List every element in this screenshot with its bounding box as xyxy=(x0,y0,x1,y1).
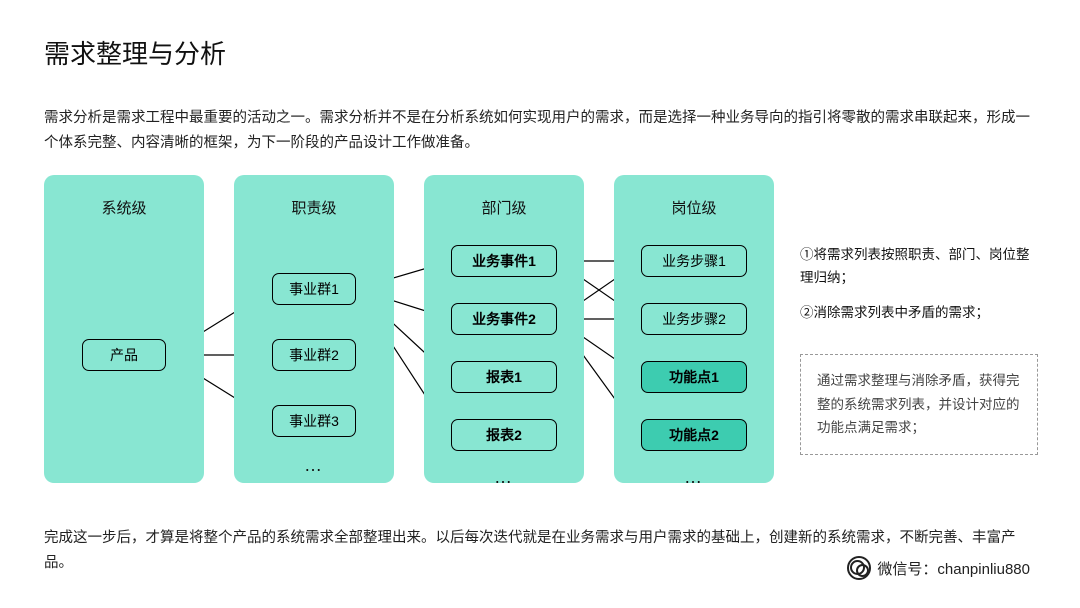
node-rpt2: 报表2 xyxy=(451,419,557,451)
ellipsis: … xyxy=(684,467,704,488)
node-evt1: 业务事件1 xyxy=(451,245,557,277)
column-header: 岗位级 xyxy=(614,175,774,218)
node-step1: 业务步骤1 xyxy=(641,245,747,277)
node-func1: 功能点1 xyxy=(641,361,747,393)
node-evt2: 业务事件2 xyxy=(451,303,557,335)
page-title: 需求整理与分析 xyxy=(44,34,226,71)
column-c2: 职责级事业群1 事业群2 事业群3 … xyxy=(234,175,394,483)
diagram-area: 系统级产品职责级事业群1事业群2事业群3…部门级业务事件1业务事件2报表1报表2… xyxy=(44,175,1034,505)
node-product: 产品 xyxy=(82,339,166,371)
node-group2: 事业群2 xyxy=(272,339,356,371)
node-func2: 功能点2 xyxy=(641,419,747,451)
node-group1: 事业群1 xyxy=(272,273,356,305)
column-header: 系统级 xyxy=(44,175,204,218)
annotation-2: ②消除需求列表中矛盾的需求； xyxy=(800,302,1040,325)
column-c1: 系统级产品 xyxy=(44,175,204,483)
intro-text: 需求分析是需求工程中最重要的活动之一。需求分析并不是在分析系统如何实现用户的需求… xyxy=(44,106,1034,155)
wechat-watermark: 微信号：chanpinliu880 xyxy=(847,556,1030,580)
column-header: 职责级 xyxy=(234,175,394,218)
ellipsis: … xyxy=(494,467,514,488)
column-header: 部门级 xyxy=(424,175,584,218)
annotation-1: ①将需求列表按照职责、部门、岗位整理归纳； xyxy=(800,244,1040,290)
node-rpt1: 报表1 xyxy=(451,361,557,393)
node-step2: 业务步骤2 xyxy=(641,303,747,335)
node-group3: 事业群3 xyxy=(272,405,356,437)
column-c3: 部门级业务事件1业务事件2报表1报表2… xyxy=(424,175,584,483)
column-c4: 岗位级业务步骤1业务步骤2功能点1功能点2… xyxy=(614,175,774,483)
wechat-label: 微信号：chanpinliu880 xyxy=(877,558,1030,579)
wechat-icon xyxy=(847,556,871,580)
note-box: 通过需求整理与消除矛盾，获得完整的系统需求列表，并设计对应的功能点满足需求； xyxy=(800,354,1038,455)
ellipsis: … xyxy=(304,455,324,476)
